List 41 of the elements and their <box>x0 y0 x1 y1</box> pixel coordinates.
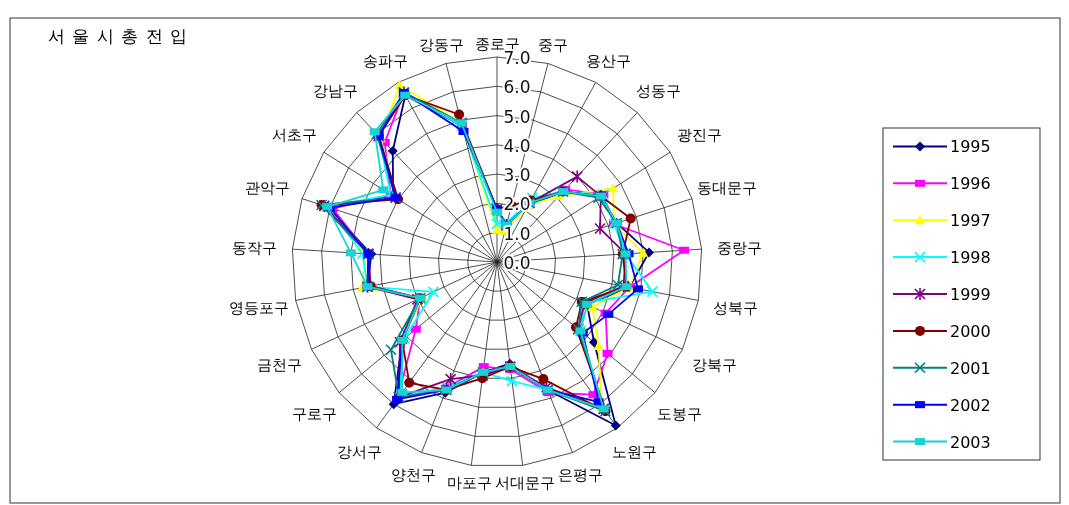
spoke-label: 금천구 <box>256 356 302 375</box>
spoke-label: 노원구 <box>611 442 657 461</box>
spoke-label: 성동구 <box>635 82 681 101</box>
spoke-label: 광진구 <box>676 125 722 144</box>
spoke-label: 동대문구 <box>696 179 757 198</box>
spoke-label: 양천구 <box>390 465 436 484</box>
y-tick-label: 2.0 <box>503 194 531 215</box>
y-tick-label: 4.0 <box>503 135 531 156</box>
y-tick-label: 1.0 <box>503 223 531 244</box>
spoke-label: 서대문구 <box>494 474 555 493</box>
chart-title: 서 울 시 총 전 입 <box>48 26 189 46</box>
legend-label: 2001 <box>950 358 991 378</box>
legend-label: 1998 <box>950 248 991 268</box>
spoke-label: 송파구 <box>363 51 409 70</box>
y-tick-label: 3.0 <box>503 165 531 186</box>
legend-label: 1995 <box>950 137 991 157</box>
spoke-label: 마포구 <box>446 474 492 493</box>
spoke-label: 관악구 <box>244 179 290 198</box>
legend-label: 1996 <box>950 174 991 194</box>
y-tick-label: 6.0 <box>503 77 531 98</box>
spoke-label: 강남구 <box>313 82 359 101</box>
legend-label: 2003 <box>950 432 991 452</box>
spoke-label: 용산구 <box>585 51 631 70</box>
spoke-label: 서초구 <box>272 125 318 144</box>
spoke-label: 영등포구 <box>228 299 289 318</box>
spoke-label: 도봉구 <box>657 405 703 424</box>
spoke-label: 동작구 <box>232 238 278 257</box>
y-tick-label: 5.0 <box>503 106 531 127</box>
legend-label: 1997 <box>950 211 991 231</box>
spoke-label: 강서구 <box>337 442 383 461</box>
spoke-label: 은평구 <box>558 465 604 484</box>
spoke-label: 중구 <box>537 36 568 55</box>
legend-label: 2002 <box>950 395 991 415</box>
spoke-label: 중랑구 <box>716 238 762 257</box>
legend-label: 1999 <box>950 285 991 304</box>
spoke-label: 강동구 <box>418 36 464 55</box>
spoke-label: 종로구 <box>474 35 520 53</box>
legend-label: 2000 <box>950 321 991 341</box>
spoke-label: 성북구 <box>712 299 758 318</box>
spoke-label: 강북구 <box>692 356 738 375</box>
spoke-label: 구로구 <box>291 405 337 424</box>
